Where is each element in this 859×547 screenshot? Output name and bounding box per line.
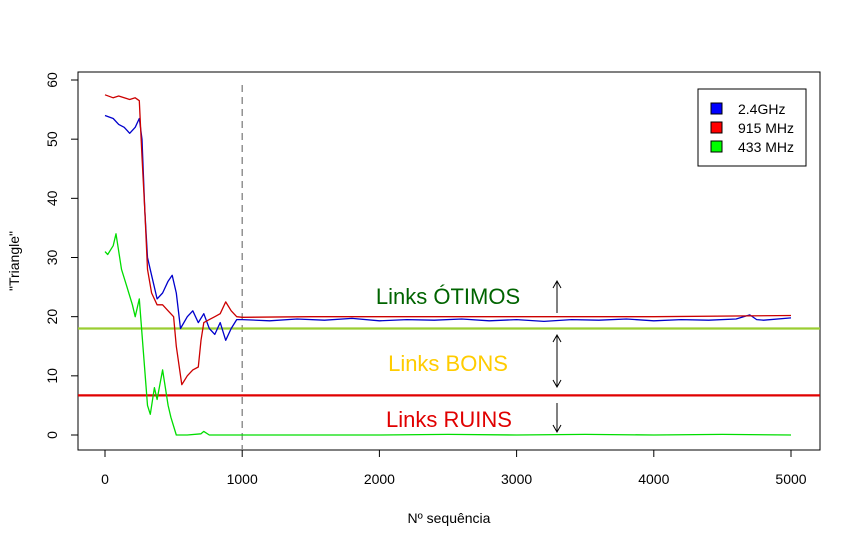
y-tick-label: 10 (44, 368, 60, 384)
series-line-915mhz (104, 94, 792, 386)
arrow-bons-head-top (552, 333, 562, 343)
legend-swatch-433mhz (710, 140, 723, 153)
y-axis: 0 10 20 30 40 50 60 (44, 72, 78, 439)
annotation-links-otimos: Links ÓTIMOS (376, 284, 520, 309)
annotation-links-bons: Links BONS (388, 351, 508, 376)
x-axis-label: Nº sequência (408, 510, 491, 526)
x-tick-label: 1000 (227, 471, 258, 487)
arrow-bons-head-bottom (552, 379, 562, 389)
y-tick-label: 30 (44, 250, 60, 266)
annotations: Links ÓTIMOS Links BONS Links RUINS (376, 284, 520, 432)
series-line-433mhz (104, 233, 792, 436)
range-arrows (552, 279, 562, 434)
y-tick-label: 20 (44, 309, 60, 325)
reference-lines (78, 85, 820, 450)
annotation-links-ruins: Links RUINS (386, 407, 512, 432)
legend-swatch-915mhz (710, 121, 723, 134)
plot-frame (77, 71, 821, 451)
legend: 2.4GHz 915 MHz 433 MHz (697, 88, 807, 167)
x-tick-label: 5000 (775, 471, 806, 487)
x-axis: 0 1000 2000 3000 4000 5000 (101, 450, 807, 487)
y-tick-label: 0 (44, 431, 60, 439)
y-tick-label: 50 (44, 131, 60, 147)
arrow-ruins-head (552, 424, 562, 434)
legend-swatch-2-4ghz (710, 102, 723, 115)
y-tick-label: 40 (44, 190, 60, 206)
x-tick-label: 2000 (364, 471, 395, 487)
legend-label-915mhz: 915 MHz (738, 120, 794, 136)
x-tick-label: 4000 (638, 471, 669, 487)
x-tick-label: 3000 (501, 471, 532, 487)
legend-label-433mhz: 433 MHz (738, 139, 794, 155)
arrow-otimos-head (552, 279, 562, 289)
x-tick-label: 0 (101, 471, 109, 487)
legend-label-2-4ghz: 2.4GHz (738, 101, 785, 117)
y-tick-label: 60 (44, 72, 60, 88)
plot-area (77, 71, 821, 451)
series-lines (104, 94, 792, 436)
y-axis-label: "Triangle" (6, 231, 22, 291)
